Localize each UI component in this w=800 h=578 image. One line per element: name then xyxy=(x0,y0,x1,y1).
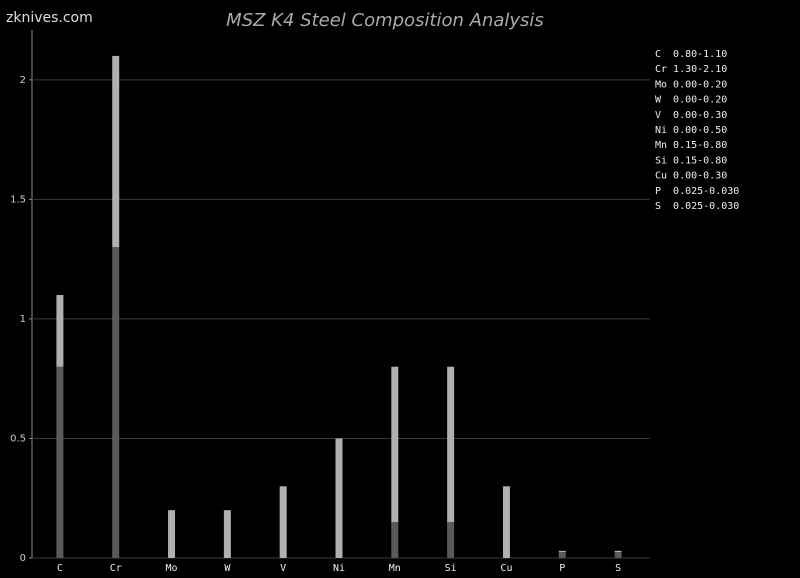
legend-entry: Cr 1.30-2.10 xyxy=(655,64,727,75)
x-tick-label: Mo xyxy=(166,563,178,574)
bar-min xyxy=(391,522,399,558)
bar-range xyxy=(335,438,343,558)
bar-range xyxy=(502,486,510,558)
x-tick-label: P xyxy=(559,563,565,574)
legend-entry: Cu 0.00-0.30 xyxy=(655,171,727,182)
bar-min xyxy=(614,552,622,558)
bar-range xyxy=(56,295,64,367)
bar-min xyxy=(112,247,120,558)
bar-range xyxy=(168,510,176,558)
bar-min xyxy=(447,522,455,558)
bar-range xyxy=(558,550,566,553)
bar-min xyxy=(558,552,566,558)
legend-entry: S 0.025-0.030 xyxy=(655,201,739,212)
y-tick-label: 0.5 xyxy=(10,433,26,444)
bar-min xyxy=(56,366,64,558)
y-tick-label: 0 xyxy=(20,553,26,564)
bar-range xyxy=(614,550,622,553)
x-tick-label: W xyxy=(224,563,231,574)
x-tick-label: Ni xyxy=(333,563,345,574)
x-tick-label: Cr xyxy=(110,563,122,574)
x-tick-label: Mn xyxy=(389,563,401,574)
legend-entry: V 0.00-0.30 xyxy=(655,110,727,121)
legend-entry: P 0.025-0.030 xyxy=(655,186,739,197)
x-tick-label: Cu xyxy=(500,563,512,574)
y-tick-label: 1 xyxy=(20,314,26,325)
bar-range xyxy=(447,366,455,523)
bar-range xyxy=(391,366,399,523)
legend-entry: W 0.00-0.20 xyxy=(655,95,727,106)
legend-entry: Ni 0.00-0.50 xyxy=(655,125,727,136)
legend-entry: Mo 0.00-0.20 xyxy=(655,79,727,90)
bar-range xyxy=(223,510,231,558)
bar-range xyxy=(112,55,120,248)
x-tick-label: Si xyxy=(445,563,457,574)
x-tick-label: S xyxy=(615,563,621,574)
legend-entry: C 0.80-1.10 xyxy=(655,49,727,60)
x-tick-label: C xyxy=(57,563,63,574)
x-tick-label: V xyxy=(280,563,286,574)
bar-range xyxy=(279,486,287,558)
y-tick-label: 2 xyxy=(20,75,26,86)
watermark: zknives.com xyxy=(6,10,93,26)
y-tick-label: 1.5 xyxy=(10,194,26,205)
legend-entry: Mn 0.15-0.80 xyxy=(655,140,727,151)
chart-title: MSZ K4 Steel Composition Analysis xyxy=(226,10,544,31)
legend-entry: Si 0.15-0.80 xyxy=(655,155,727,166)
